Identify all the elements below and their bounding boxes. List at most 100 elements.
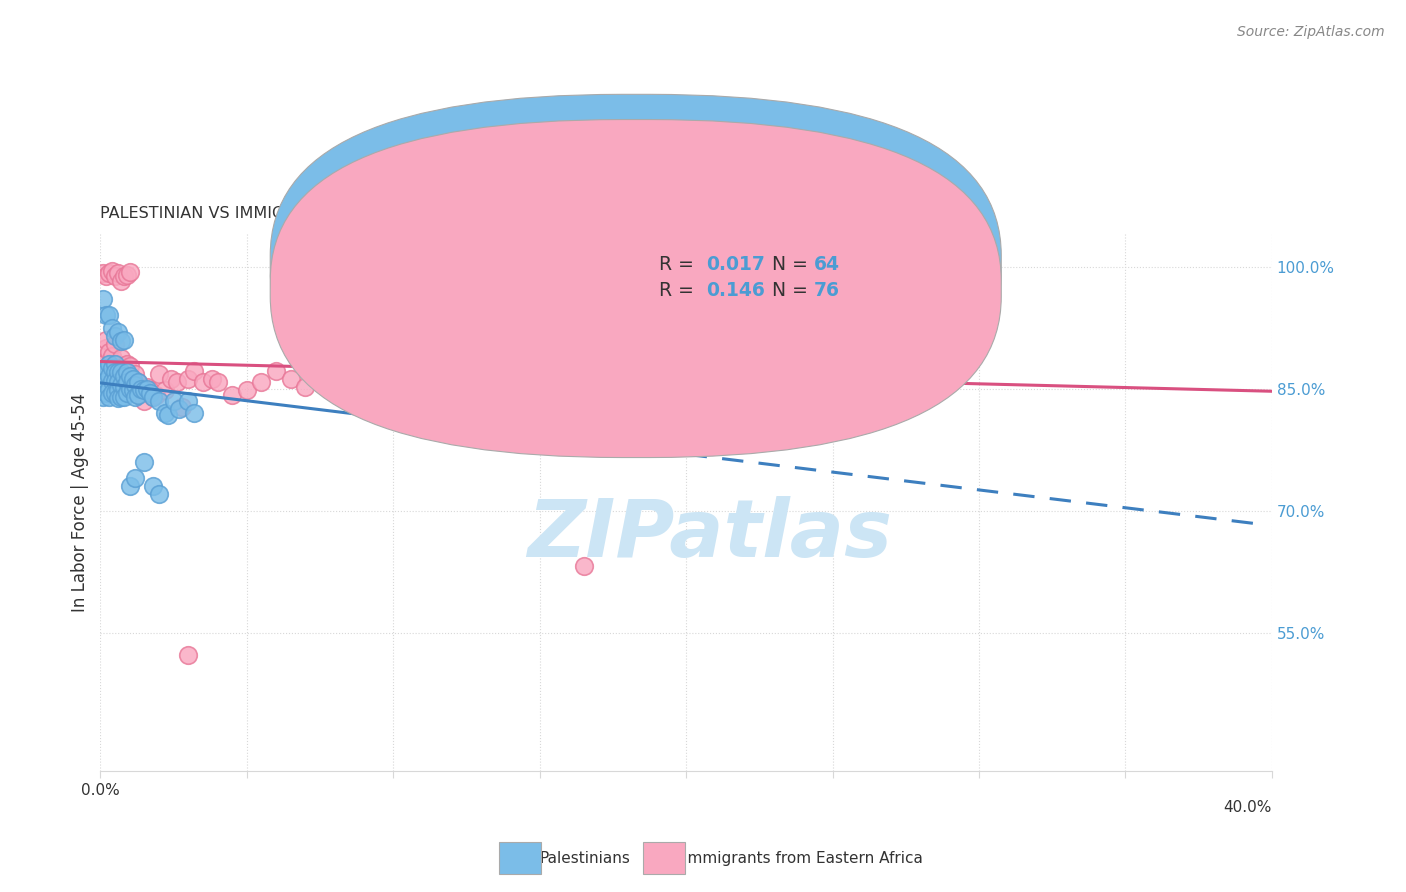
Text: PALESTINIAN VS IMMIGRANTS FROM EASTERN AFRICA IN LABOR FORCE | AGE 45-54 CORRELA: PALESTINIAN VS IMMIGRANTS FROM EASTERN A… [100,205,952,221]
Point [96,374,118,388]
Point [236,384,259,398]
Point [110,351,132,365]
Text: 0.146: 0.146 [706,281,765,300]
Point [118,382,141,396]
Point [191,375,214,389]
Point [98,266,121,280]
Point [177,372,200,386]
Point [98,345,121,359]
Point [104,365,127,379]
Point [470,364,492,378]
Point [107,365,129,379]
Point [121,384,143,398]
Text: R =: R = [659,281,700,300]
FancyBboxPatch shape [270,120,1001,458]
Point [148,367,170,381]
Point [107,392,129,406]
Point [91,390,114,404]
Point [153,406,176,420]
Point [110,390,132,404]
Point [127,375,149,389]
Point [762,339,785,353]
Point [115,365,138,379]
Point [124,377,146,392]
Point [112,359,135,373]
Point [558,359,581,373]
Point [148,393,170,408]
FancyBboxPatch shape [270,95,1001,433]
Point [183,406,205,420]
Point [112,269,135,284]
Point [142,479,165,493]
Point [104,385,127,400]
Point [145,388,167,402]
Point [107,266,129,280]
Point [675,356,697,370]
Point [529,377,551,392]
Point [572,558,595,573]
Point [139,385,162,400]
Point [110,377,132,392]
Point [134,384,156,398]
Point [142,390,165,404]
Point [142,390,165,404]
Point [183,364,205,378]
Point [134,393,156,408]
Point [112,333,135,347]
Point [121,372,143,386]
Point [112,390,135,404]
FancyBboxPatch shape [605,248,879,304]
Point [98,382,121,396]
Point [104,357,127,371]
Point [101,374,124,388]
Point [91,292,114,306]
Point [172,400,194,414]
Point [207,375,229,389]
Point [124,367,146,381]
Point [101,361,124,376]
Text: 40.0%: 40.0% [1223,800,1272,815]
Point [98,357,121,371]
Point [96,385,118,400]
Point [821,323,844,337]
Text: ZIPatlas: ZIPatlas [527,496,891,574]
Point [127,388,149,402]
Point [572,356,595,370]
Point [162,393,184,408]
Point [104,328,127,343]
Point [134,455,156,469]
Point [131,382,153,396]
Point [112,369,135,384]
Point [98,357,121,371]
Text: N =: N = [772,281,814,300]
Text: Immigrants from Eastern Africa: Immigrants from Eastern Africa [683,851,924,865]
Point [107,365,129,379]
Point [96,333,118,347]
Point [177,648,200,663]
Point [107,357,129,371]
Point [124,390,146,404]
Point [91,365,114,379]
Point [104,374,127,388]
Point [159,372,181,386]
Point [382,365,405,379]
Point [139,384,162,398]
Point [107,384,129,398]
Point [104,357,127,371]
Point [101,361,124,376]
Point [101,320,124,334]
Point [110,334,132,349]
Text: N =: N = [772,255,814,275]
Text: 64: 64 [814,255,839,275]
Point [101,349,124,363]
Point [107,325,129,339]
Point [201,372,224,386]
Point [118,369,141,384]
Text: Palestinians: Palestinians [540,851,631,865]
Point [112,380,135,394]
Point [792,331,814,345]
Point [96,341,118,355]
Point [440,364,463,378]
Point [323,375,346,389]
Point [221,388,243,402]
